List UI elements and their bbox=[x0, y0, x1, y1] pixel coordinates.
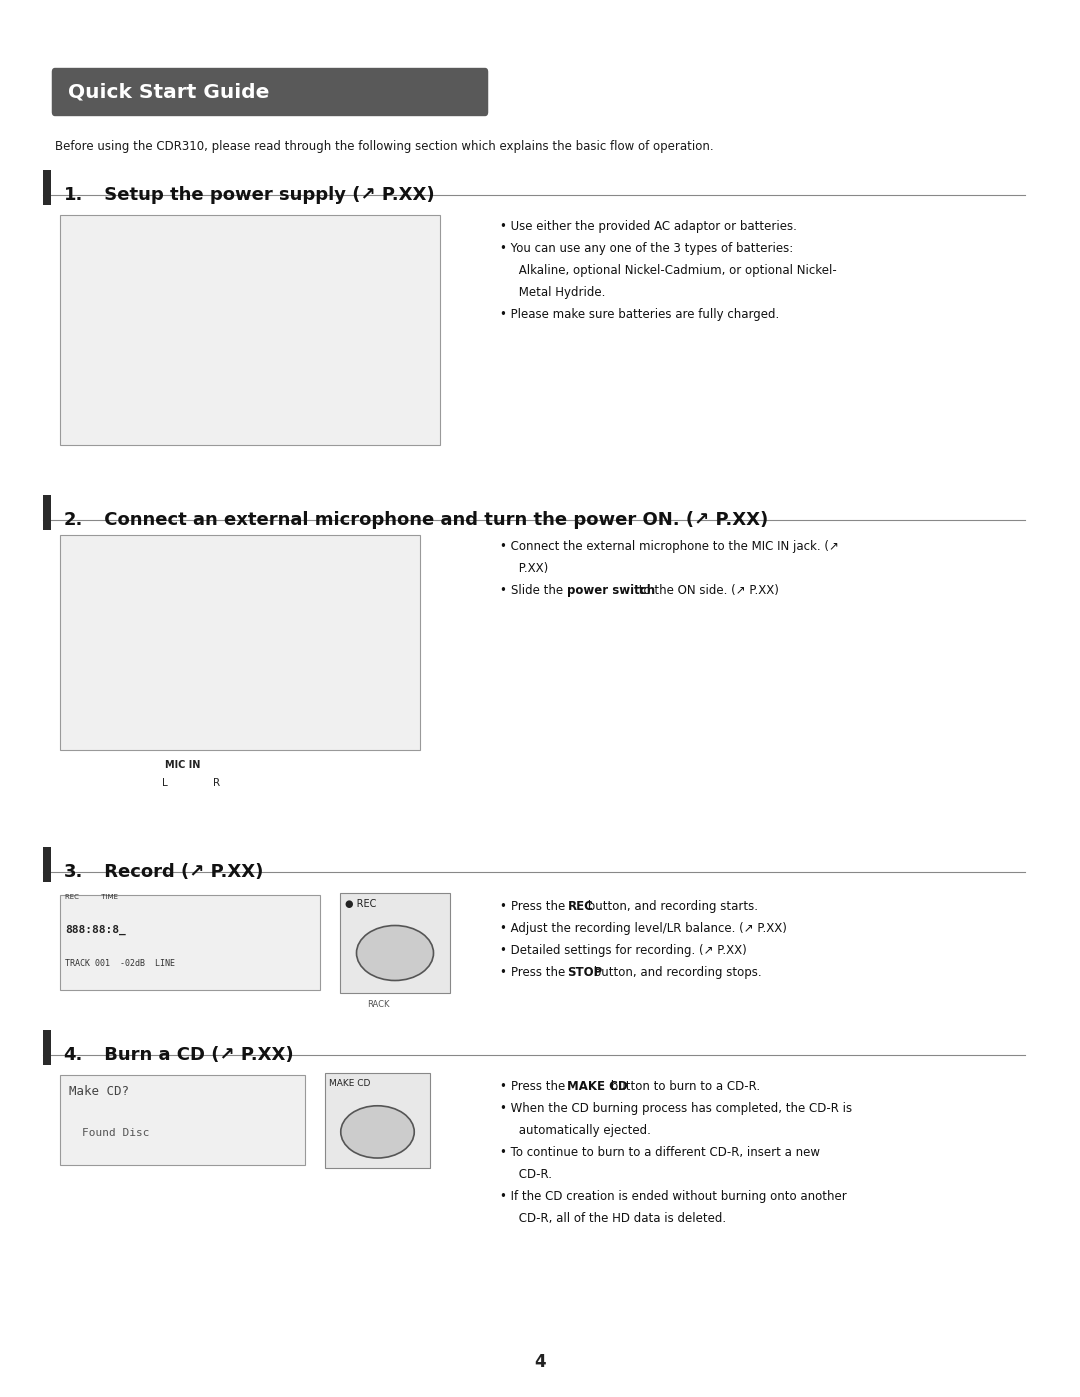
Text: Quick Start Guide: Quick Start Guide bbox=[68, 82, 269, 102]
Text: • To continue to burn to a different CD-R, insert a new: • To continue to burn to a different CD-… bbox=[500, 1146, 820, 1160]
Ellipse shape bbox=[356, 925, 433, 981]
Text: automatically ejected.: automatically ejected. bbox=[500, 1125, 651, 1137]
Text: • Connect the external microphone to the MIC IN jack. (↗: • Connect the external microphone to the… bbox=[500, 541, 839, 553]
Bar bbox=[43, 847, 51, 882]
Text: Burn a CD (↗ P.XX): Burn a CD (↗ P.XX) bbox=[98, 1046, 294, 1065]
Text: • Use either the provided AC adaptor or batteries.: • Use either the provided AC adaptor or … bbox=[500, 219, 797, 233]
Text: button, and recording stops.: button, and recording stops. bbox=[590, 965, 761, 979]
Text: 4: 4 bbox=[535, 1354, 545, 1370]
Text: 888:88:8_: 888:88:8_ bbox=[66, 925, 126, 935]
Text: R: R bbox=[213, 778, 220, 788]
Text: Press the: Press the bbox=[511, 900, 569, 914]
Text: • If the CD creation is ended without burning onto another: • If the CD creation is ended without bu… bbox=[500, 1190, 847, 1203]
Text: L: L bbox=[162, 778, 167, 788]
Text: • Adjust the recording level/LR balance. (↗ P.XX): • Adjust the recording level/LR balance.… bbox=[500, 922, 787, 935]
FancyBboxPatch shape bbox=[52, 68, 488, 116]
Text: Record (↗ P.XX): Record (↗ P.XX) bbox=[98, 863, 264, 882]
Text: 3.: 3. bbox=[64, 863, 83, 882]
Text: 2.: 2. bbox=[64, 511, 83, 529]
Text: REC          TIME: REC TIME bbox=[66, 894, 119, 900]
Bar bbox=[43, 1030, 51, 1065]
Text: Setup the power supply (↗ P.XX): Setup the power supply (↗ P.XX) bbox=[98, 186, 435, 204]
Text: STOP: STOP bbox=[567, 965, 603, 979]
Text: • Please make sure batteries are fully charged.: • Please make sure batteries are fully c… bbox=[500, 307, 780, 321]
Text: Alkaline, optional Nickel-Cadmium, or optional Nickel-: Alkaline, optional Nickel-Cadmium, or op… bbox=[500, 264, 837, 277]
Text: CD-R, all of the HD data is deleted.: CD-R, all of the HD data is deleted. bbox=[500, 1213, 726, 1225]
Text: P.XX): P.XX) bbox=[500, 562, 549, 576]
Text: Press the: Press the bbox=[511, 1080, 569, 1092]
Bar bbox=[43, 170, 51, 205]
Text: • Detailed settings for recording. (↗ P.XX): • Detailed settings for recording. (↗ P.… bbox=[500, 944, 746, 957]
Text: TRACK 001  -02dB  LINE: TRACK 001 -02dB LINE bbox=[66, 960, 175, 968]
Text: • When the CD burning process has completed, the CD-R is: • When the CD burning process has comple… bbox=[500, 1102, 852, 1115]
Text: Make CD?: Make CD? bbox=[69, 1085, 129, 1098]
Bar bbox=[60, 1076, 305, 1165]
Text: 1.: 1. bbox=[64, 186, 83, 204]
Text: Metal Hydride.: Metal Hydride. bbox=[500, 286, 606, 299]
Bar bbox=[340, 893, 450, 993]
Text: •: • bbox=[500, 900, 511, 914]
Text: CD-R.: CD-R. bbox=[500, 1168, 552, 1180]
Text: REC: REC bbox=[567, 900, 593, 914]
Bar bbox=[43, 495, 51, 529]
Text: MAKE CD: MAKE CD bbox=[567, 1080, 627, 1092]
Text: button, and recording starts.: button, and recording starts. bbox=[584, 900, 758, 914]
Text: Slide the: Slide the bbox=[511, 584, 567, 597]
Text: to the ON side. (↗ P.XX): to the ON side. (↗ P.XX) bbox=[635, 584, 779, 597]
Text: Press the: Press the bbox=[511, 965, 569, 979]
Text: button to burn to a CD-R.: button to burn to a CD-R. bbox=[607, 1080, 760, 1092]
Text: Before using the CDR310, please read through the following section which explain: Before using the CDR310, please read thr… bbox=[55, 140, 714, 154]
Ellipse shape bbox=[341, 1106, 415, 1158]
Text: • You can use any one of the 3 types of batteries:: • You can use any one of the 3 types of … bbox=[500, 242, 793, 256]
Text: Connect an external microphone and turn the power ON. (↗ P.XX): Connect an external microphone and turn … bbox=[98, 511, 769, 529]
Text: •: • bbox=[500, 965, 511, 979]
Text: Found Disc: Found Disc bbox=[82, 1129, 149, 1139]
Text: MIC IN: MIC IN bbox=[165, 760, 201, 770]
Text: •: • bbox=[500, 1080, 511, 1092]
Text: •: • bbox=[500, 584, 511, 597]
Bar bbox=[60, 895, 320, 990]
Bar bbox=[60, 535, 420, 750]
Text: ● REC: ● REC bbox=[346, 898, 377, 908]
Text: RACK: RACK bbox=[367, 1000, 390, 1009]
Text: 4.: 4. bbox=[64, 1046, 83, 1065]
Text: MAKE CD: MAKE CD bbox=[329, 1078, 370, 1088]
Bar bbox=[60, 215, 440, 446]
Bar bbox=[325, 1073, 430, 1168]
Text: power switch: power switch bbox=[567, 584, 656, 597]
